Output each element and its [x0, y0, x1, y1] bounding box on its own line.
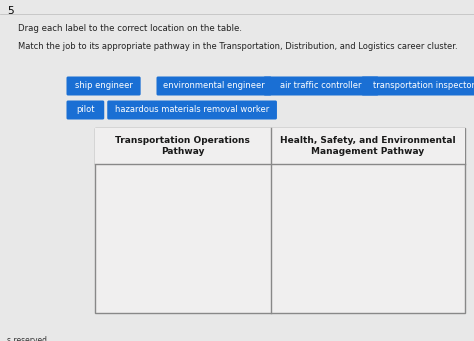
- Text: s reserved.: s reserved.: [7, 336, 49, 341]
- Text: hazardous materials removal worker: hazardous materials removal worker: [115, 105, 269, 115]
- FancyBboxPatch shape: [66, 101, 104, 119]
- Bar: [95, 128, 465, 313]
- Text: air traffic controller: air traffic controller: [280, 81, 362, 90]
- Text: Drag each label to the correct location on the table.: Drag each label to the correct location …: [18, 24, 242, 33]
- FancyBboxPatch shape: [107, 101, 277, 119]
- FancyBboxPatch shape: [264, 76, 379, 95]
- FancyBboxPatch shape: [156, 76, 272, 95]
- Bar: [95, 128, 465, 164]
- Text: Match the job to its appropriate pathway in the Transportation, Distribution, an: Match the job to its appropriate pathway…: [18, 42, 457, 51]
- Text: 5: 5: [7, 6, 14, 16]
- Text: pilot: pilot: [76, 105, 95, 115]
- Text: Transportation Operations
Pathway: Transportation Operations Pathway: [116, 136, 250, 157]
- FancyBboxPatch shape: [66, 76, 141, 95]
- FancyBboxPatch shape: [362, 76, 474, 95]
- Text: ship engineer: ship engineer: [74, 81, 133, 90]
- Text: Health, Safety, and Environmental
Management Pathway: Health, Safety, and Environmental Manage…: [280, 136, 456, 157]
- Text: environmental engineer: environmental engineer: [163, 81, 265, 90]
- Text: transportation inspector: transportation inspector: [373, 81, 474, 90]
